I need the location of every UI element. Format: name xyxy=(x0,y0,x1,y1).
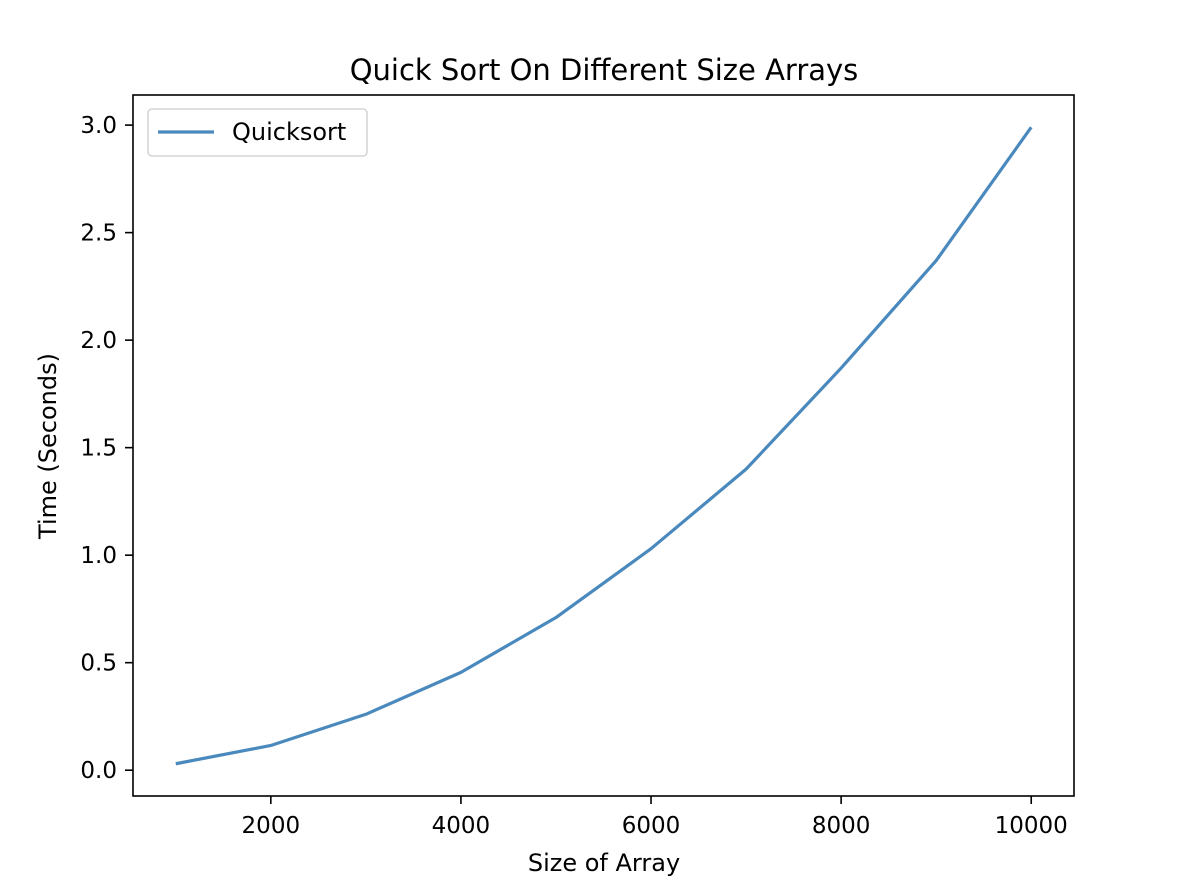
x-tick-label: 8000 xyxy=(812,813,871,839)
x-tick-label: 10000 xyxy=(995,813,1068,839)
y-tick-label: 0.0 xyxy=(80,758,117,784)
x-tick-label: 4000 xyxy=(432,813,491,839)
legend-entry-quicksort: Quicksort xyxy=(232,118,346,146)
y-tick-label: 1.5 xyxy=(80,436,117,462)
chart-title: Quick Sort On Different Size Arrays xyxy=(350,53,859,87)
y-tick-label: 0.5 xyxy=(80,651,117,677)
y-tick-label: 1.0 xyxy=(80,543,117,569)
y-tick-label: 3.0 xyxy=(80,113,117,139)
legend: Quicksort xyxy=(147,108,368,157)
x-axis-label: Size of Array xyxy=(528,849,680,877)
x-axis: 2000 4000 6000 8000 10000 xyxy=(242,796,1068,839)
series-layer xyxy=(175,126,1033,766)
x-tick-label: 2000 xyxy=(242,813,301,839)
legend-box xyxy=(147,108,368,157)
y-tick-label: 2.0 xyxy=(80,328,117,354)
x-tick-label: 6000 xyxy=(622,813,681,839)
y-axis: 0.0 0.5 1.0 1.5 2.0 2.5 3.0 xyxy=(80,113,133,784)
y-tick-label: 2.5 xyxy=(80,221,117,247)
plot-area-frame xyxy=(132,94,1075,797)
y-axis-label: Time (Seconds) xyxy=(34,353,62,540)
series-line-quicksort xyxy=(175,126,1033,766)
